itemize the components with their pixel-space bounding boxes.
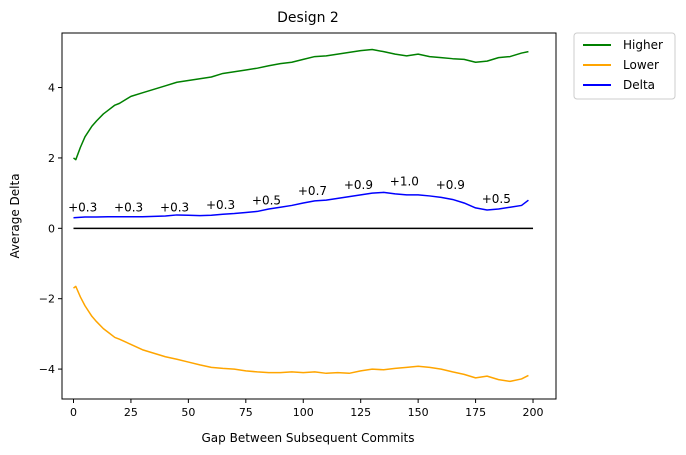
x-tick-label: 200 bbox=[523, 406, 544, 419]
y-tick-label: 4 bbox=[48, 82, 55, 95]
legend: Higher Lower Delta bbox=[573, 32, 676, 100]
x-tick-label: 75 bbox=[239, 406, 253, 419]
x-tick-label: 175 bbox=[465, 406, 486, 419]
x-tick-label: 25 bbox=[124, 406, 138, 419]
delta-annotation: +0.5 bbox=[482, 192, 511, 206]
delta-annotation: +0.3 bbox=[114, 200, 143, 214]
series-line-higher bbox=[73, 48, 529, 161]
y-tick-label: −4 bbox=[39, 363, 55, 376]
legend-label-delta: Delta bbox=[623, 78, 655, 92]
delta-annotation: +1.0 bbox=[390, 174, 419, 188]
delta-annotation: +0.9 bbox=[436, 178, 465, 192]
delta-annotation: +0.7 bbox=[298, 184, 327, 198]
delta-annotation: +0.5 bbox=[252, 193, 281, 207]
x-tick-label: 50 bbox=[181, 406, 195, 419]
legend-label-lower: Lower bbox=[623, 58, 659, 72]
x-axis-title: Gap Between Subsequent Commits bbox=[202, 431, 415, 445]
y-tick-label: 2 bbox=[48, 152, 55, 165]
x-tick-label: 100 bbox=[293, 406, 314, 419]
x-tick-label: 0 bbox=[70, 406, 77, 419]
plot-area: +0.3 +0.3 +0.3 +0.3 +0.5 +0.7 +0.9 +1.0 +0.9 +0.5 bbox=[68, 48, 534, 383]
delta-annotation: +0.9 bbox=[344, 178, 373, 192]
chart-title: Design 2 bbox=[277, 10, 339, 26]
plot-frame bbox=[61, 32, 557, 400]
y-tick-label: −2 bbox=[39, 293, 55, 306]
y-tick-label: 0 bbox=[48, 222, 55, 235]
x-axis: 0 25 50 75 100 125 150 175 200 bbox=[70, 399, 544, 419]
legend-box bbox=[573, 32, 676, 100]
legend-label-higher: Higher bbox=[623, 38, 663, 52]
y-axis: −4 −2 0 2 4 bbox=[39, 82, 62, 376]
x-tick-label: 150 bbox=[408, 406, 429, 419]
x-tick-label: 125 bbox=[350, 406, 371, 419]
delta-annotation: +0.3 bbox=[68, 200, 97, 214]
series-line-lower bbox=[73, 285, 529, 383]
series-line-delta bbox=[73, 191, 529, 219]
y-axis-title: Average Delta bbox=[8, 173, 22, 258]
delta-annotation: +0.3 bbox=[160, 200, 189, 214]
delta-annotation: +0.3 bbox=[206, 198, 235, 212]
